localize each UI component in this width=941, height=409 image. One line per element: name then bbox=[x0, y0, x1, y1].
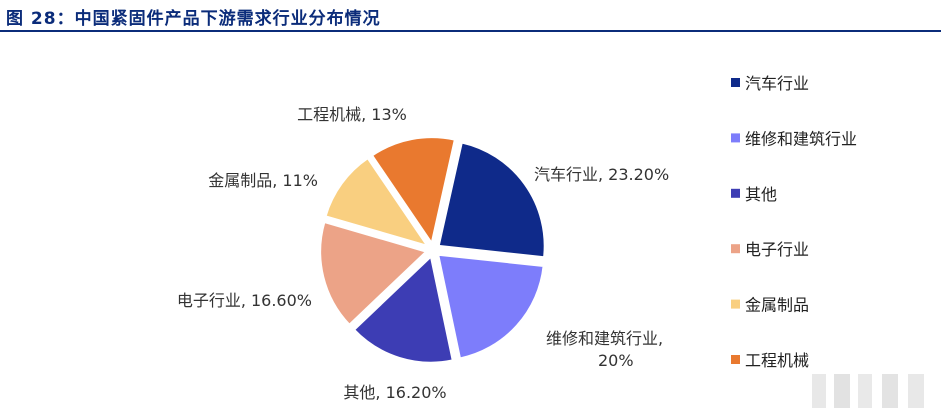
slice-label-1: 汽车行业, 23.20% bbox=[534, 165, 669, 184]
slice-label-5: 金属制品, 11% bbox=[208, 171, 318, 190]
legend-swatch-5 bbox=[731, 299, 740, 309]
watermark bbox=[812, 374, 940, 408]
legend-label-3: 其他 bbox=[745, 185, 777, 204]
pie-slice-6 bbox=[370, 136, 457, 246]
pie-slice-5 bbox=[324, 156, 430, 248]
legend-swatch-2 bbox=[731, 133, 740, 143]
legend-label-1: 汽车行业 bbox=[745, 74, 809, 93]
legend-swatch-4 bbox=[731, 244, 740, 254]
legend-swatch-3 bbox=[731, 188, 740, 198]
legend-label-6: 工程机械 bbox=[745, 351, 809, 370]
slice-label-3: 其他, 16.20% bbox=[343, 383, 446, 402]
pie-slice-1 bbox=[437, 141, 546, 259]
legend-swatch-1 bbox=[731, 78, 740, 87]
pie-slice-2 bbox=[436, 253, 545, 360]
slice-label-4: 电子行业, 16.60% bbox=[177, 291, 312, 310]
pie-slice-3 bbox=[352, 254, 454, 364]
pie-slices bbox=[319, 136, 546, 364]
slice-label-2: 维修和建筑行业, 20% bbox=[546, 329, 663, 370]
slice-label-6: 工程机械, 13% bbox=[297, 105, 407, 124]
title-divider bbox=[0, 30, 941, 32]
figure-title: 图 28：中国紧固件产品下游需求行业分布情况 bbox=[6, 9, 381, 29]
legend-label-5: 金属制品 bbox=[745, 296, 809, 315]
slice-labels: 汽车行业, 23.20% 维修和建筑行业, 20% 其他, 16.20% 电子行业, 1… bbox=[177, 105, 669, 402]
legend-swatch-6 bbox=[731, 355, 740, 364]
pie-slice-4 bbox=[319, 220, 429, 327]
legend-label-4: 电子行业 bbox=[745, 240, 809, 259]
legend-label-2: 维修和建筑行业 bbox=[745, 129, 857, 148]
